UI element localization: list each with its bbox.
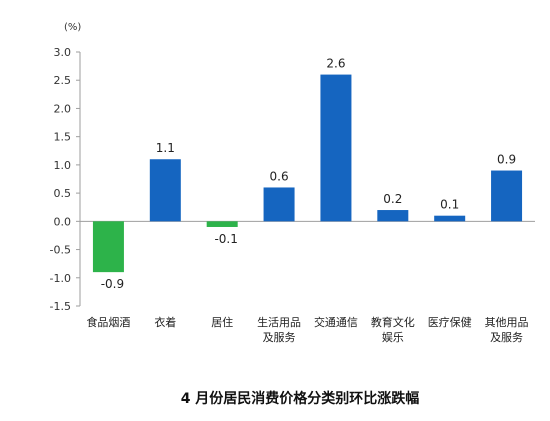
data-label: -0.9 [101,277,124,291]
bar [320,74,352,222]
y-unit-label: (%) [64,22,81,33]
data-label: 2.6 [326,57,345,71]
data-label: 0.6 [270,169,289,183]
y-tick-label: -1.5 [50,300,71,313]
y-axis: 3.0 2.5 2.0 1.5 1.0 0.5 0.0 -0.5 -1.0 -1.5 [50,46,535,313]
data-label: 0.2 [383,192,402,206]
y-tick-label: -0.5 [50,244,71,257]
chart-title: 4 月份居民消费价格分类别环比涨跌幅 [181,390,420,407]
x-category-label: 衣着 [154,315,176,329]
y-tick-label: 1.0 [54,159,72,172]
data-label: -0.1 [214,232,237,246]
data-label: 0.1 [440,198,459,212]
y-tick-label: 0.5 [54,187,72,200]
bars [92,74,523,273]
y-tick-label: 3.0 [54,46,72,59]
bar [92,221,124,273]
y-tick-label: 1.5 [54,131,72,144]
y-tick-label: 2.0 [54,102,72,115]
x-category-label: 娱乐 [382,330,404,344]
bar [149,159,181,222]
bar [434,215,466,222]
bar [206,221,238,227]
x-category-label: 医疗保健 [428,315,472,329]
x-category-label: 其他用品 [485,316,529,329]
x-category-label: 食品烟酒 [86,315,130,329]
bar [377,210,409,222]
x-category-label: 交通通信 [314,315,358,329]
bar [263,187,295,222]
x-category-label: 教育文化 [371,315,415,329]
x-category-label: 及服务 [263,331,296,344]
x-category-label: 生活用品 [257,315,301,329]
x-category-label: 及服务 [490,331,523,344]
y-tick-label: 2.5 [54,74,72,87]
x-category-label: 居住 [211,315,233,329]
bar [491,170,523,222]
data-label: 0.9 [497,153,516,167]
y-tick-label: -1.0 [50,272,71,285]
data-labels: -0.9 1.1 -0.1 0.6 2.6 0.2 0.1 0.9 [101,57,516,292]
y-tick-label: 0.0 [54,215,72,228]
data-label: 1.1 [156,141,175,155]
